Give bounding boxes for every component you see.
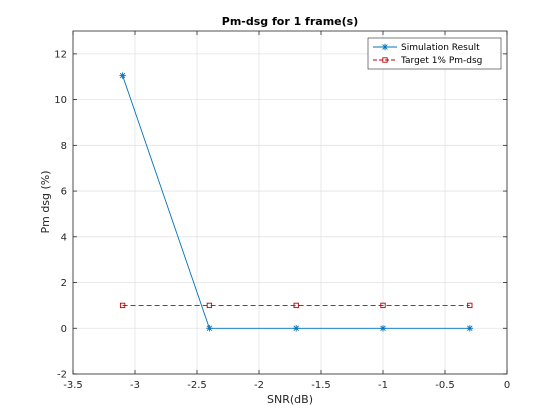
legend-entry: Simulation Result (373, 43, 480, 53)
data-point (119, 302, 126, 309)
legend-swatch-marker (382, 57, 388, 63)
x-tick-label: -3.5 (63, 380, 83, 391)
x-tick-label: -0.5 (435, 380, 455, 391)
plot-area (73, 31, 507, 374)
x-tick-label: -3 (130, 380, 140, 391)
data-point (119, 72, 126, 79)
y-tick-label: 2 (61, 278, 67, 289)
legend-box (367, 37, 502, 70)
ticks: -3.5 -3 -2.5 -2 -1.5 -1 -0.5 0 -2 0 2 4 6 8 10 12 (54, 31, 510, 391)
legend-label: Simulation Result (401, 43, 480, 53)
y-tick-label: 12 (54, 49, 67, 60)
x-tick-label: -2 (254, 380, 264, 391)
series-layer (119, 72, 473, 332)
y-tick-label: 10 (54, 95, 67, 106)
data-point (293, 325, 300, 332)
plot-frame (72, 30, 508, 375)
legend-entry: Target 1% Pm-dsg (373, 56, 482, 66)
series-target-1-pm-dsg (119, 302, 473, 309)
legend-swatch-marker (381, 43, 389, 51)
y-tick-label: 6 (61, 187, 67, 198)
legend-label: Target 1% Pm-dsg (400, 56, 482, 66)
data-point (466, 325, 473, 332)
x-axis-label: SNR(dB) (267, 393, 313, 406)
y-tick-label: 0 (61, 324, 67, 335)
grid (72, 31, 508, 375)
x-tick-label: -1.5 (311, 380, 331, 391)
data-point (206, 325, 213, 332)
data-point (380, 302, 386, 309)
y-tick-label: 4 (61, 232, 67, 243)
chart-title: Pm-dsg for 1 frame(s) (222, 15, 358, 28)
x-tick-label: -2.5 (187, 380, 207, 391)
y-tick-label: 8 (61, 141, 67, 152)
series-simulation-result (119, 72, 473, 332)
x-tick-label: 0 (504, 380, 510, 391)
y-tick-label: -2 (57, 370, 67, 381)
data-point (293, 302, 299, 309)
legend: Simulation Result Target 1% Pm-dsg (367, 37, 502, 70)
y-axis-label: Pm dsg (%) (39, 170, 52, 233)
data-point (467, 302, 473, 309)
x-tick-label: -1 (378, 380, 388, 391)
data-point (206, 302, 213, 309)
data-point (379, 325, 387, 332)
